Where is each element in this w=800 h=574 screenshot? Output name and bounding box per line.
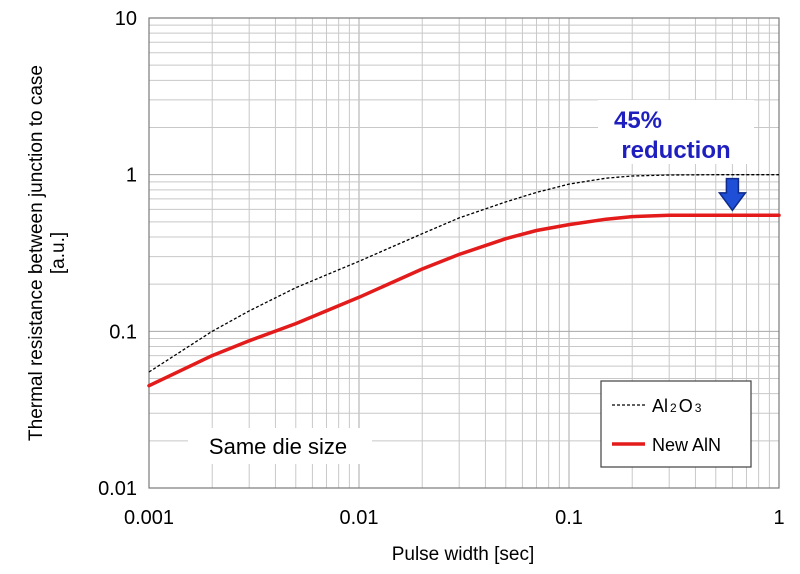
- series-line-al2o3: [148, 174, 779, 373]
- y-axis-label: Thermal resistance between junction to c…: [26, 65, 69, 441]
- x-tick-label: 0.01: [340, 507, 379, 529]
- legend-label-al2o3: Al 2 O 3: [652, 396, 702, 416]
- y-tick-label: 10: [115, 8, 137, 30]
- series-line-new-aln: [147, 213, 781, 388]
- series-layer: [147, 174, 781, 388]
- y-axis-label-line2: [a.u.]: [48, 232, 69, 274]
- x-tick-label: 0.1: [555, 507, 583, 529]
- x-tick-label: 1: [773, 507, 784, 529]
- plot-frame: [148, 17, 780, 489]
- x-tick-label: 0.001: [124, 507, 174, 529]
- plot-border: [148, 17, 780, 489]
- y-tick-label: 0.01: [98, 478, 137, 500]
- legend-box: [600, 380, 752, 468]
- y-tick-label: 1: [126, 165, 137, 187]
- y-tick-label: 0.1: [109, 321, 137, 343]
- down-arrow-icon: [717, 177, 747, 212]
- reduction-annotation: 45% reduction: [598, 100, 754, 212]
- note-background: [188, 428, 372, 464]
- y-axis-label-line1: Thermal resistance between junction to c…: [26, 65, 47, 441]
- reduction-percent: 45%: [614, 107, 662, 134]
- legend: Al 2 O 3 New AlN: [600, 380, 752, 468]
- note-box: Same die size: [188, 428, 372, 464]
- x-axis-label: Pulse width [sec]: [392, 544, 535, 565]
- same-die-size-note: Same die size: [209, 434, 347, 459]
- ticks-layer: 0.001 0.01 0.1 1 0.01 0.1 1 10: [98, 8, 785, 529]
- legend-label-new-aln: New AlN: [652, 435, 721, 455]
- reduction-word: reduction: [621, 137, 730, 164]
- annotation-background: [598, 100, 754, 164]
